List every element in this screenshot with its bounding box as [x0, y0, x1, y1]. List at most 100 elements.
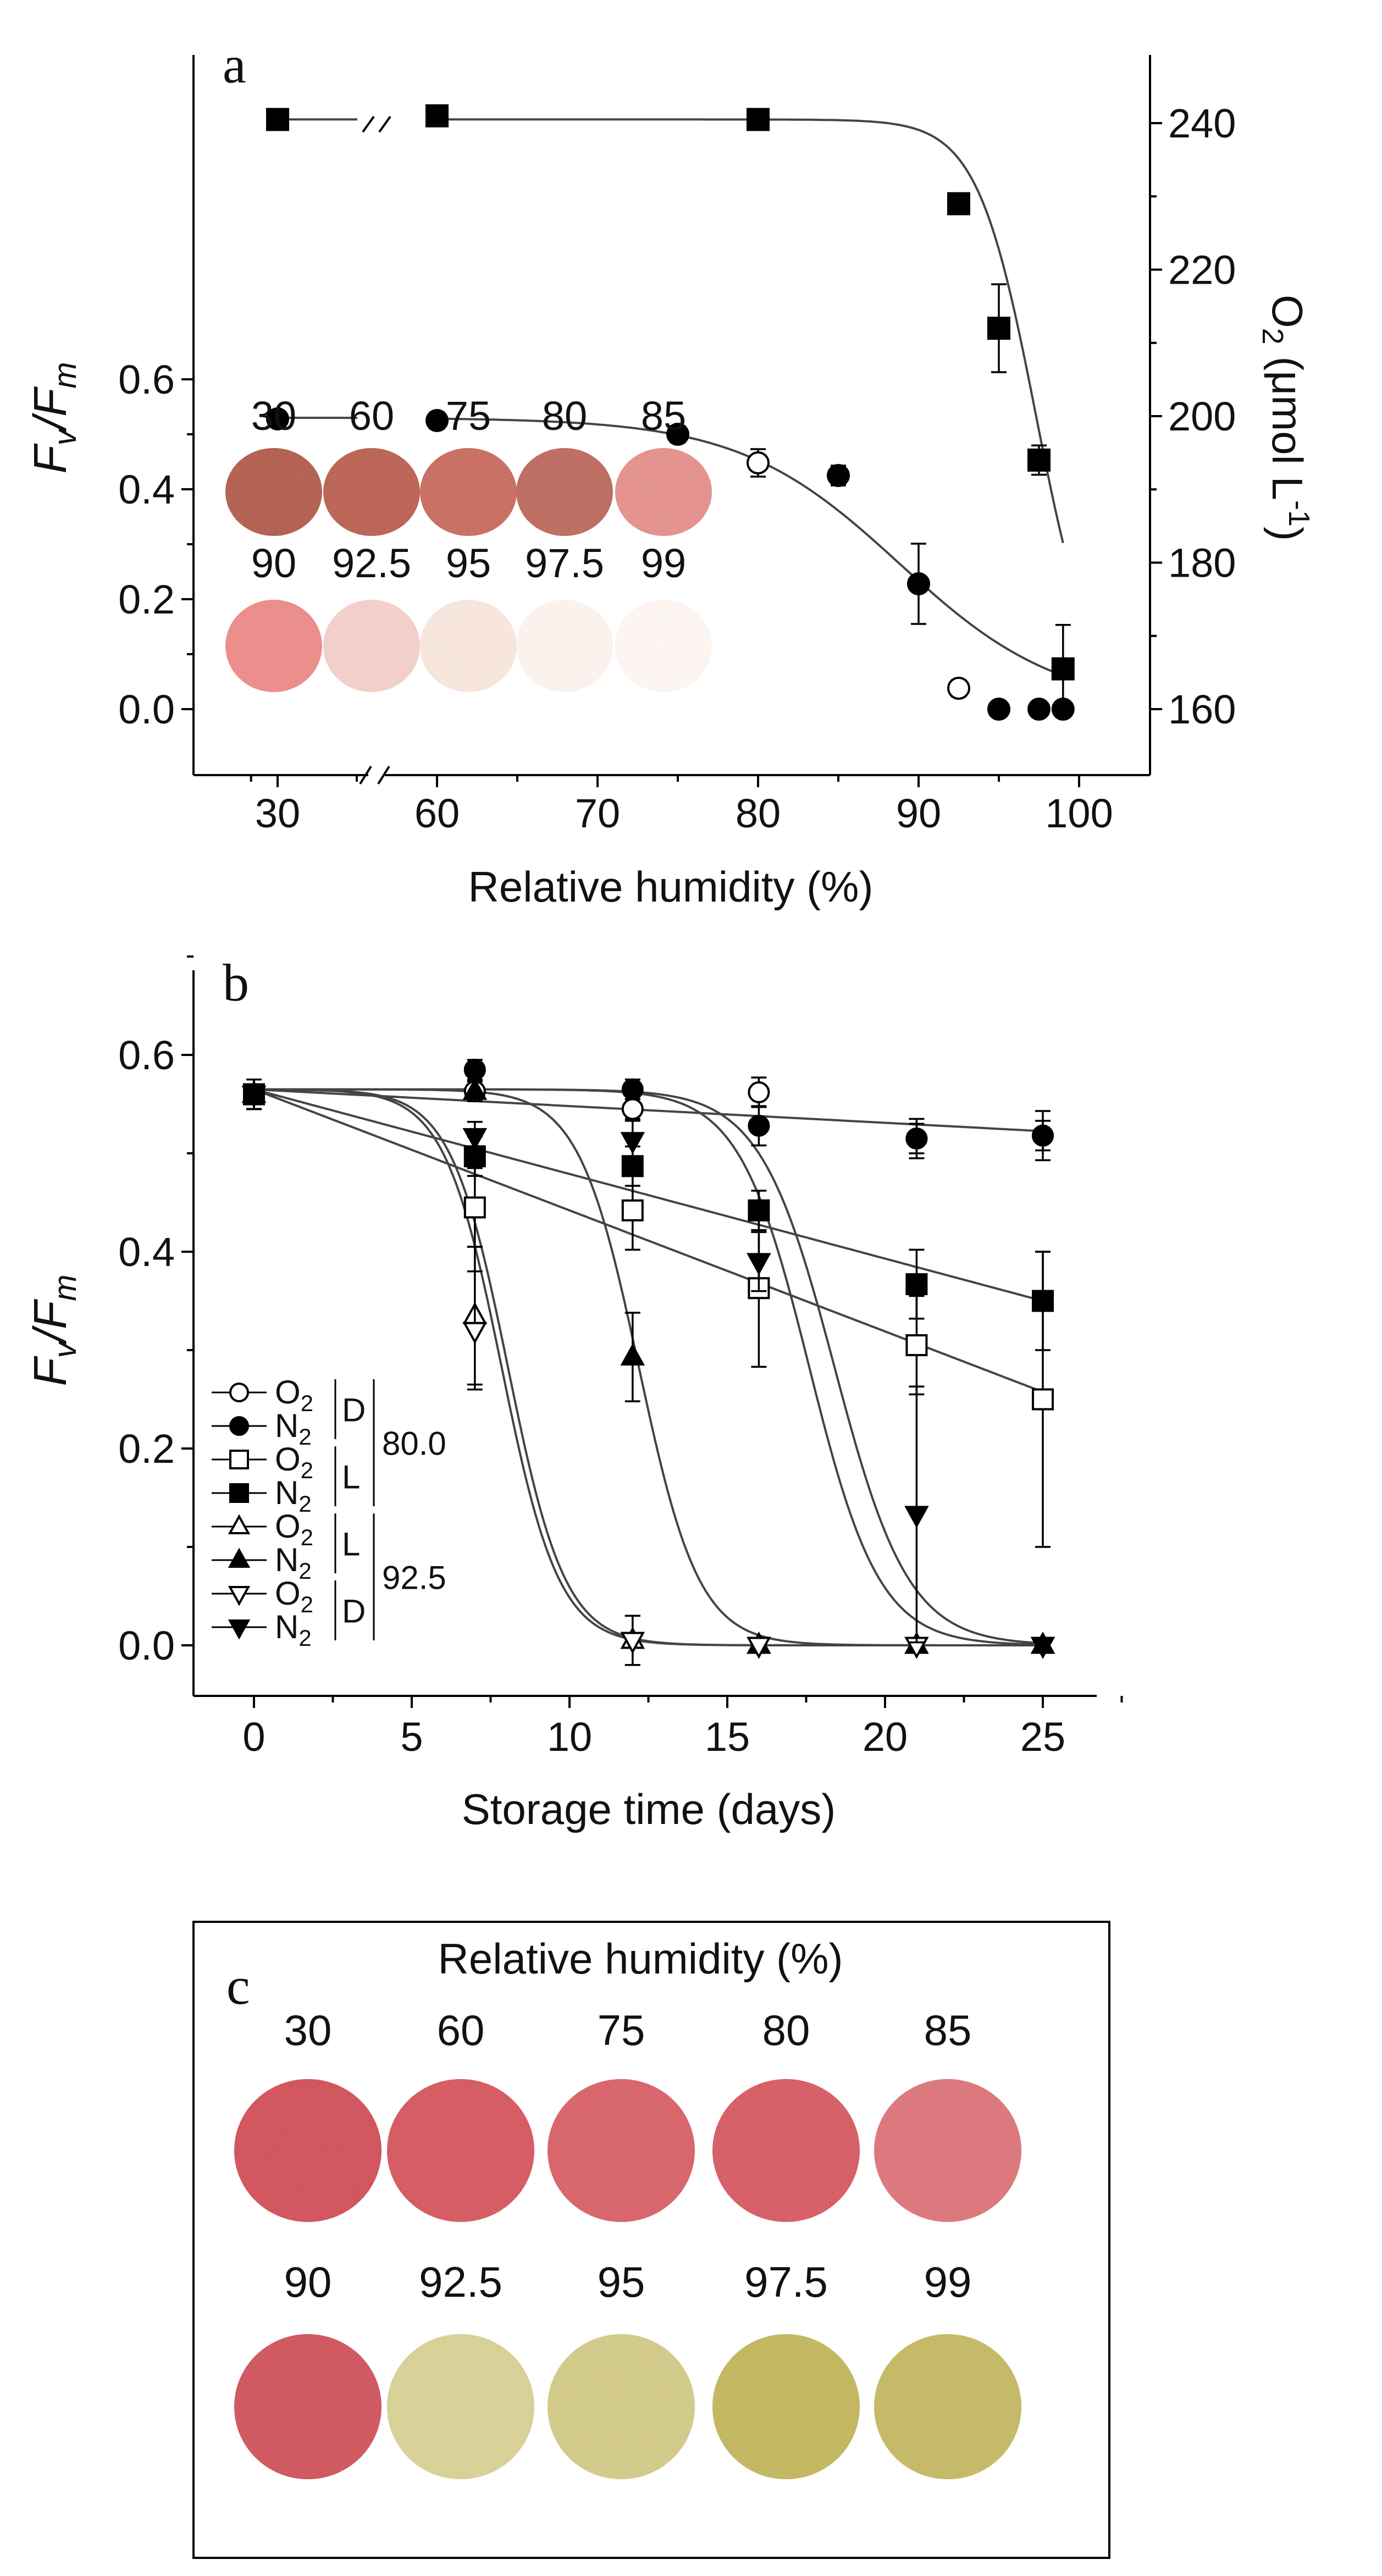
b-point-triangle-down-filled: [904, 1506, 929, 1528]
b-x-tick-label: 25: [1020, 1714, 1065, 1760]
b-point-triangle-up-filled: [462, 1077, 488, 1100]
c-disc-texture: [712, 2334, 860, 2479]
a-y-tick-label: 0.0: [118, 687, 175, 732]
svg-text:Fv/Fm: Fv/Fm: [24, 1274, 83, 1386]
b-point-square-filled: [1032, 1290, 1054, 1312]
b-fit-o2-l-92: [253, 1088, 1043, 1646]
b-x-label: Storage time (days): [462, 1785, 836, 1833]
b-point-circle-filled: [748, 1114, 770, 1137]
panel-a-letter: a: [223, 35, 246, 94]
a-axis-break: [359, 765, 390, 785]
a-point-circle-filled: [827, 464, 850, 487]
b-fit-n2-l-92: [254, 1088, 1043, 1646]
c-disc-label-row1: 60: [437, 2006, 485, 2054]
a-point-square-filled: [987, 317, 1010, 340]
a-y2-tick-label: 200: [1168, 394, 1236, 439]
a-y2-tick-label: 220: [1168, 247, 1236, 293]
b-y-tick-label: 0.4: [118, 1229, 175, 1275]
a-point-square-filled: [425, 104, 449, 128]
b-legend-marker-triangle-down-open: [228, 1586, 251, 1606]
c-disc-texture: [548, 2334, 695, 2479]
b-point-circle-open: [748, 1081, 770, 1104]
b-point-circle-filled: [463, 1058, 486, 1081]
b-point-triangle-down-filled: [1030, 1637, 1055, 1659]
a-point-square-filled: [266, 108, 289, 131]
b-x-tick-label: 15: [705, 1714, 750, 1760]
b-legend-light-label: D: [342, 1593, 366, 1630]
c-disc-texture: [387, 2334, 534, 2479]
a-point-circle-open: [747, 451, 770, 474]
a-x-tick-label: 80: [736, 791, 781, 836]
b-point-triangle-up-filled: [620, 1343, 645, 1366]
c-frame: [192, 1921, 1110, 2559]
b-legend-humidity-label: 92.5: [382, 1560, 446, 1596]
a-point-circle-filled: [266, 407, 289, 430]
a-y2-tick-label: 160: [1168, 687, 1236, 732]
b-x-tick-label: 10: [547, 1714, 592, 1760]
c-disc-label-row2: 90: [284, 2258, 332, 2306]
a-x-tick-label: 90: [896, 791, 941, 836]
a-disc-label-row2: 95: [446, 540, 491, 586]
panel-c-letter: c: [226, 1956, 250, 2015]
a-y-tick-label: 0.2: [118, 577, 175, 622]
b-legend-humidity-label: 80.0: [382, 1425, 446, 1462]
c-disc-texture: [234, 2079, 382, 2222]
c-disc-texture: [387, 2079, 534, 2222]
b-y-tick-label: 0.2: [118, 1426, 175, 1472]
b-point-triangle-down-filled: [462, 1128, 488, 1151]
a-point-circle-open: [947, 677, 970, 700]
b-point-triangle-down-filled: [747, 1253, 771, 1275]
b-legend-marker-triangle-down-filled: [228, 1619, 251, 1640]
a-disc-texture: [615, 600, 712, 692]
a-point-circle-filled: [425, 409, 449, 432]
b-point-triangle-down-filled: [241, 1086, 267, 1108]
c-disc-label-row1: 30: [284, 2006, 332, 2054]
b-point-square-open: [1032, 1388, 1054, 1411]
a-disc-texture: [225, 448, 322, 536]
b-point-circle-filled: [1032, 1124, 1054, 1147]
c-disc-grid: 30 60 75 80 85 90 92.5 95 97.5 99: [234, 2006, 1021, 2479]
b-point-triangle-down-open: [747, 1637, 771, 1659]
a-disc-label-row1: 80: [542, 393, 587, 439]
a-disc-label-row2: 97.5: [525, 540, 604, 586]
c-disc-label-row2: 92.5: [419, 2258, 502, 2306]
a-point-square-filled: [1027, 448, 1051, 472]
b-legend-marker-circle-filled: [229, 1416, 249, 1436]
a-y-tick-label: 0.4: [118, 467, 175, 512]
a-point-circle-filled: [1027, 698, 1051, 721]
b-fit-n2-l-80: [253, 1088, 1043, 1302]
c-disc-texture: [874, 2334, 1021, 2479]
b-point-circle-filled: [905, 1127, 928, 1150]
a-point-circle-filled: [987, 698, 1010, 721]
b-point-triangle-down-filled: [620, 1132, 645, 1154]
b-legend-marker-circle-open: [229, 1383, 249, 1402]
b-point-square-open: [463, 1196, 486, 1219]
a-disc-inset: 30 60 75 80 85 90 92.5 95 97.5 99: [225, 393, 712, 692]
a-disc-texture: [420, 600, 517, 692]
a-y-label: Fv/Fm: [24, 362, 83, 473]
c-disc-label-row1: 75: [598, 2006, 645, 2054]
panel-a: a 30 60 70 80 90 100 0.0 0.2 0.4 0.6 160 180 200 220 2…: [24, 35, 1315, 911]
b-legend-light-label: D: [342, 1392, 366, 1429]
a-point-square-filled: [1051, 657, 1075, 681]
a-disc-label-row1: 85: [641, 393, 686, 439]
b-point-square-open: [621, 1199, 644, 1221]
a-point-square-filled: [947, 192, 970, 215]
c-disc-texture: [548, 2079, 695, 2222]
a-disc-label-row1: 30: [251, 393, 296, 439]
a-point-circle-filled: [907, 572, 930, 595]
a-point-square-filled: [747, 108, 770, 131]
b-point-square-filled: [748, 1199, 770, 1221]
a-disc-label-row1: 60: [349, 393, 394, 439]
c-disc-label-row2: 99: [924, 2258, 972, 2306]
a-disc-texture: [420, 448, 517, 536]
panel-c: c Relative humidity (%) 30 60 75 80 85 90 92.5…: [192, 1921, 1110, 2559]
b-legend-light-label: L: [342, 1459, 360, 1496]
b-point-square-filled: [905, 1273, 928, 1296]
a-x-tick-label: 60: [414, 791, 460, 836]
a-disc-texture: [516, 600, 613, 692]
b-point-circle-filled: [621, 1078, 644, 1101]
b-fit-o2-d-80: [254, 1088, 1043, 1646]
panel-b: b 0 5 10 15 20 250.00.20.40.6 O2N2O2N2O2N2O2N…: [24, 953, 1123, 1833]
